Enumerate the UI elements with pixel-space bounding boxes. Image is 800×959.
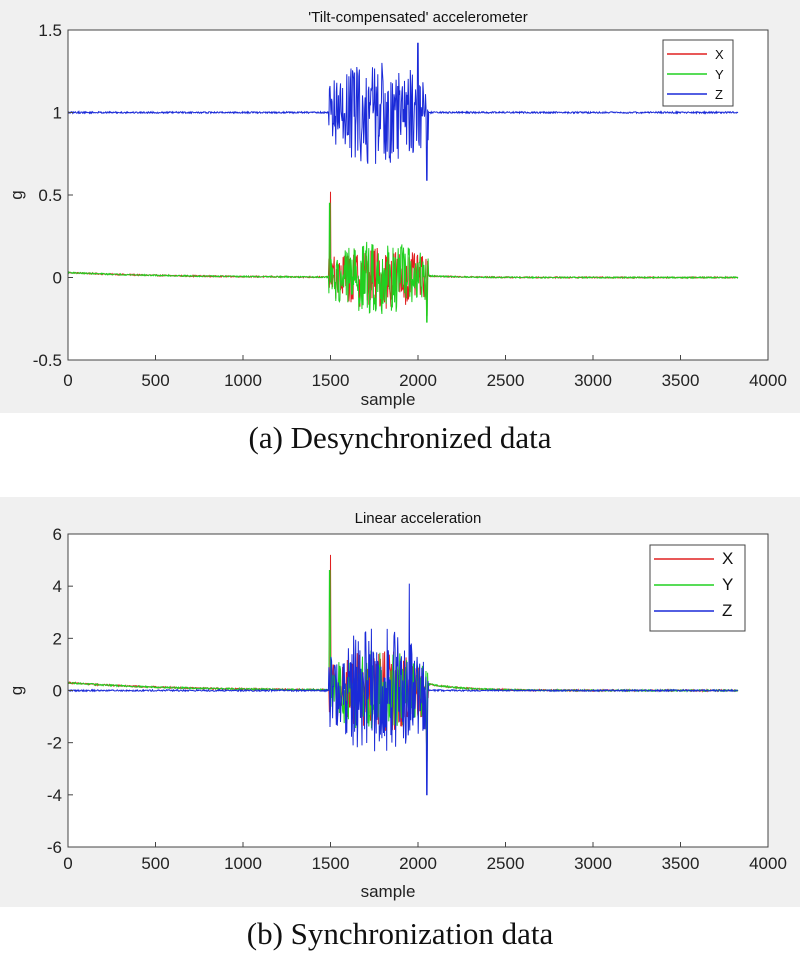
legend-label-y: Y: [715, 67, 724, 82]
legend-label-x: X: [722, 549, 733, 568]
x-tick-label: 3500: [662, 854, 700, 873]
x-tick-label: 2500: [487, 854, 525, 873]
chart-panel-a: 'Tilt-compensated' accelerometer 0 500 1000…: [0, 0, 800, 413]
x-tick-label: 2000: [399, 371, 437, 390]
chart-title: 'Tilt-compensated' accelerometer: [308, 9, 527, 26]
y-tick-label: 0: [53, 682, 62, 701]
legend-box: [662, 39, 734, 107]
x-tick-label: 0: [63, 854, 72, 873]
x-tick-label: 2000: [399, 854, 437, 873]
chart-title: Linear acceleration: [355, 510, 482, 527]
chart-panel-b: Linear acceleration 0 500 1000 1500 2000 2500 3…: [0, 497, 800, 907]
x-tick-label: 0: [63, 371, 72, 390]
x-tick-label: 2500: [487, 371, 525, 390]
series-line-z: [67, 583, 738, 796]
x-tick-label: 500: [141, 854, 169, 873]
x-tick-label: 3000: [574, 854, 612, 873]
y-tick-label: 4: [53, 577, 62, 596]
y-tick-label: 6: [53, 525, 62, 544]
x-tick-label: 3000: [574, 371, 612, 390]
y-tick-label: 2: [53, 629, 62, 648]
y-tick-label: -6: [47, 838, 62, 857]
x-tick-label: 1500: [312, 854, 350, 873]
y-tick-label: 0.5: [38, 186, 62, 205]
x-tick-label: 4000: [749, 854, 787, 873]
legend-label-z: Z: [715, 87, 723, 102]
y-tick-label: 1: [53, 104, 62, 123]
y-tick-label: -0.5: [33, 351, 62, 370]
chart-b: Linear acceleration 0 500 1000 1500 2000 2500 3…: [7, 510, 787, 901]
legend-label-y: Y: [722, 575, 733, 594]
caption-a: (a) Desynchronized data: [248, 420, 552, 455]
y-axis-label: g: [7, 686, 26, 695]
y-tick-label: 0: [53, 269, 62, 288]
x-axis-label: sample: [361, 882, 416, 901]
x-tick-label: 3500: [662, 371, 700, 390]
x-tick-label: 4000: [749, 371, 787, 390]
series-line-y: [67, 202, 739, 323]
y-axis-label: g: [7, 190, 26, 199]
legend-label-x: X: [715, 47, 724, 62]
y-tick-label: -4: [47, 786, 62, 805]
series-line-z: [67, 42, 739, 181]
y-tick-label: -2: [47, 734, 62, 753]
x-tick-label: 1500: [312, 371, 350, 390]
legend-label-z: Z: [722, 601, 732, 620]
x-tick-label: 1000: [224, 854, 262, 873]
x-axis-label: sample: [361, 390, 416, 409]
chart-a: 'Tilt-compensated' accelerometer 0 500 1000…: [7, 9, 787, 409]
caption-b: (b) Synchronization data: [246, 916, 554, 951]
x-tick-label: 500: [141, 371, 169, 390]
x-tick-label: 1000: [224, 371, 262, 390]
y-tick-label: 1.5: [38, 21, 62, 40]
